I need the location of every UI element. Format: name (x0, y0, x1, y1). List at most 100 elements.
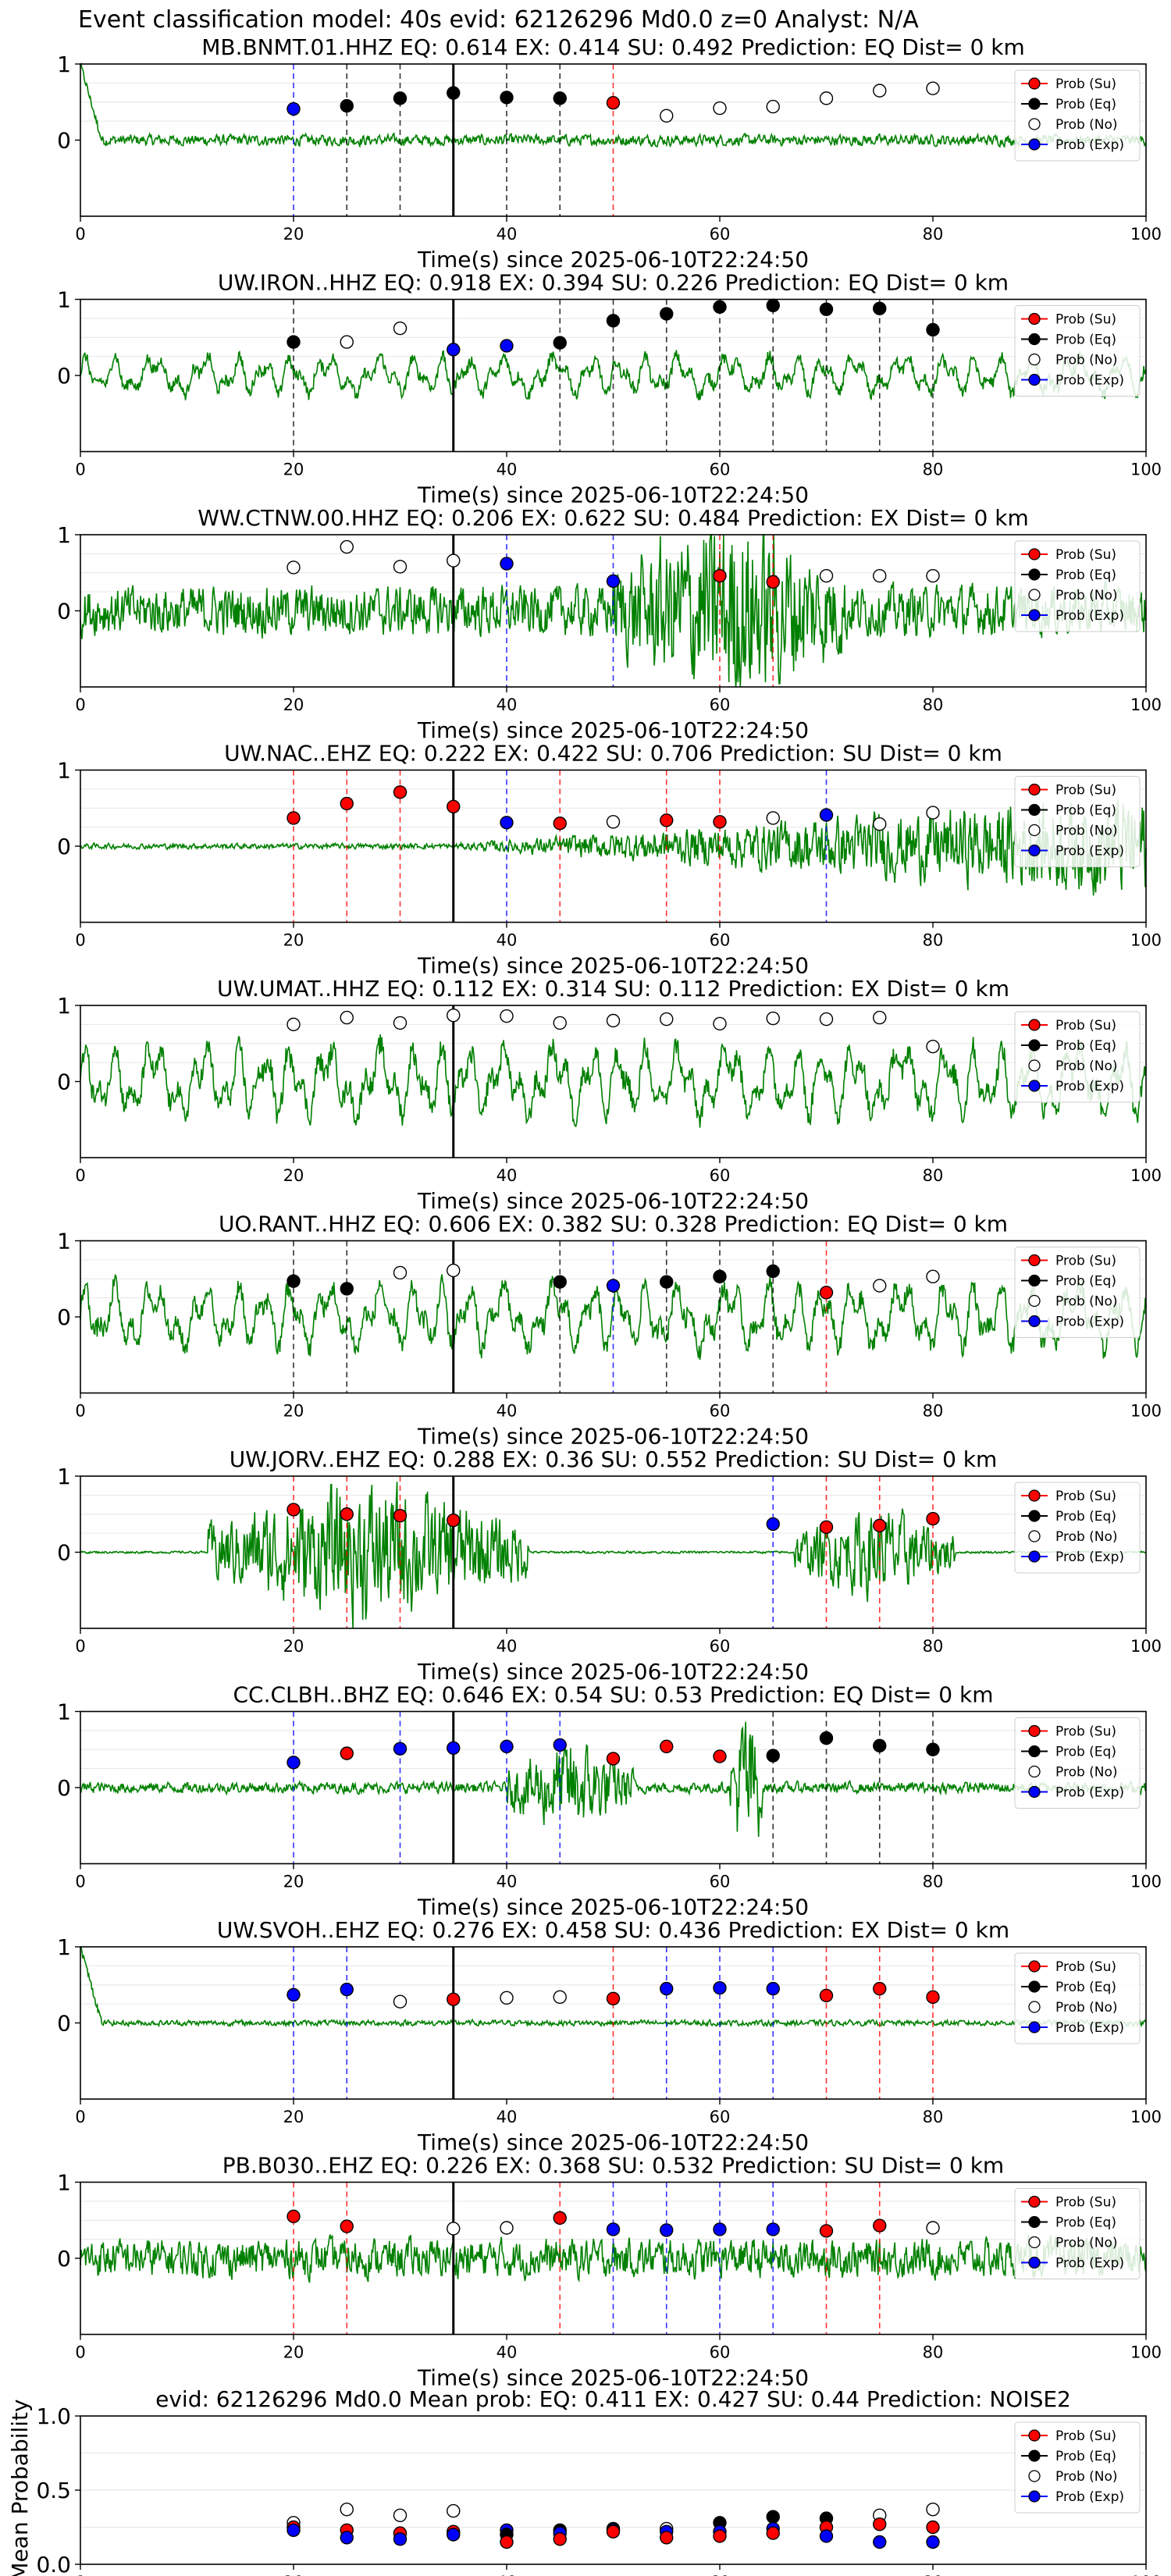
y-tick-label: 1 (57, 1699, 71, 1725)
legend-marker-su (1028, 312, 1041, 326)
x-tick-label: 40 (497, 1166, 518, 1185)
legend-marker-exp (1028, 844, 1041, 857)
x-tick-label: 0 (75, 931, 85, 950)
data-point-no (713, 101, 727, 116)
data-point-su (553, 2532, 567, 2546)
legend-label-su: Prob (Su) (1055, 1018, 1116, 1034)
legend-marker-exp (1028, 1315, 1041, 1328)
data-point-exp (926, 2535, 940, 2549)
data-point-su (606, 96, 621, 110)
legend: Prob (Su) Prob (Eq) Prob (No) Prob (Exp) (1014, 305, 1141, 397)
y-tick-label: 1 (57, 1934, 71, 1960)
legend-marker-exp (1028, 1550, 1041, 1563)
data-point-su (287, 1503, 301, 1517)
legend-marker-exp (1028, 609, 1041, 621)
legend-label-exp: Prob (Exp) (1055, 2020, 1124, 2036)
x-tick-label: 0 (75, 2343, 85, 2362)
x-tick-label: 20 (283, 2573, 304, 2576)
x-tick-label: 20 (283, 1873, 304, 1891)
legend-marker-su (1028, 783, 1041, 796)
data-point-eq (926, 322, 940, 337)
legend-marker-no (1028, 2236, 1041, 2249)
subplot-5: UW.UMAT..HHZ EQ: 0.112 EX: 0.314 SU: 0.1… (57, 976, 1162, 1214)
data-point-no (873, 817, 887, 831)
data-point-eq (766, 298, 780, 312)
y-tick-label: 0 (57, 834, 71, 859)
x-tick-label: 80 (923, 1402, 944, 1421)
x-tick-label: 40 (497, 1637, 518, 1656)
data-point-exp (660, 2223, 674, 2237)
legend-label-exp: Prob (Exp) (1055, 1079, 1124, 1094)
waveform-trace (80, 799, 1147, 896)
data-point-su (393, 785, 408, 799)
waveform-trace (80, 1274, 1147, 1361)
x-tick-label: 40 (497, 2343, 518, 2362)
data-point-su (553, 2211, 567, 2226)
plot-area (80, 1005, 1146, 1158)
x-axis-label: Time(s) since 2025-06-10T22:24:50 (417, 2365, 809, 2391)
x-tick-label: 60 (710, 461, 731, 479)
x-tick-label: 80 (923, 2573, 944, 2576)
subplot-title: UW.NAC..EHZ EQ: 0.222 EX: 0.422 SU: 0.70… (224, 741, 1002, 767)
data-point-exp (819, 2529, 834, 2543)
x-tick-label: 0 (75, 1873, 85, 1891)
subplot-8: CC.CLBH..BHZ EQ: 0.646 EX: 0.54 SU: 0.53… (57, 1682, 1162, 1920)
data-point-exp (393, 2532, 408, 2546)
x-tick-label: 60 (710, 2343, 731, 2362)
data-point-su (340, 796, 354, 811)
data-point-su (553, 817, 567, 831)
y-tick-label: 0 (57, 2011, 71, 2037)
data-point-exp (500, 557, 514, 571)
data-point-su (660, 1739, 674, 1754)
data-point-su (713, 815, 727, 829)
legend-marker-no (1028, 589, 1041, 601)
legend-label-eq: Prob (Eq) (1055, 1038, 1116, 1054)
x-tick-label: 60 (710, 2573, 731, 2576)
data-point-no (393, 2508, 408, 2523)
y-tick-label: 1 (57, 758, 71, 784)
data-point-exp (500, 816, 514, 830)
legend-label-exp: Prob (Exp) (1055, 1550, 1124, 1565)
data-point-eq (340, 1282, 354, 1296)
legend-label-eq: Prob (Eq) (1055, 2449, 1116, 2464)
legend-marker-eq (1028, 568, 1041, 581)
legend-label-no: Prob (No) (1055, 588, 1118, 603)
data-point-su (819, 1286, 834, 1300)
y-tick-label: 1 (57, 2170, 71, 2196)
data-point-exp (287, 1987, 301, 2002)
x-axis-label: Time(s) since 2025-06-10T22:24:50 (417, 717, 809, 743)
data-point-no (393, 1994, 408, 2008)
legend-marker-su (1028, 1254, 1041, 1267)
data-point-su (606, 1991, 621, 2006)
data-point-eq (553, 91, 567, 105)
legend-marker-su (1028, 77, 1041, 90)
data-point-su (340, 2219, 354, 2233)
legend-label-su: Prob (Su) (1055, 1724, 1116, 1740)
data-point-su (766, 2526, 780, 2540)
data-point-no (500, 2221, 514, 2235)
data-point-su (873, 2218, 887, 2233)
x-tick-label: 60 (710, 1166, 731, 1185)
legend-marker-exp (1028, 1785, 1041, 1799)
data-point-eq (660, 307, 674, 321)
legend-marker-eq (1028, 1980, 1041, 1993)
legend-marker-eq (1028, 1510, 1041, 1522)
y-tick-label: 1 (57, 1229, 71, 1254)
data-point-exp (766, 2222, 780, 2236)
data-point-no (926, 81, 940, 95)
legend-label-eq: Prob (Eq) (1055, 1980, 1116, 1995)
legend: Prob (Su) Prob (Eq) Prob (No) Prob (Exp) (1014, 1482, 1141, 1574)
x-tick-label: 60 (710, 2108, 731, 2126)
legend-marker-no (1028, 824, 1041, 837)
subplot-title: WW.CTNW.00.HHZ EQ: 0.206 EX: 0.622 SU: 0… (198, 505, 1028, 531)
figure-title: Event classification model: 40s evid: 62… (78, 6, 919, 34)
data-point-eq (766, 1264, 780, 1279)
subplot-title: evid: 62126296 Md0.0 Mean prob: EQ: 0.41… (155, 2386, 1071, 2412)
data-point-su (606, 2524, 621, 2539)
data-point-su (713, 1749, 727, 1763)
data-point-su (713, 568, 727, 583)
legend-marker-eq (1028, 1039, 1041, 1051)
legend-marker-su (1028, 548, 1041, 560)
legend: Prob (Su) Prob (Eq) Prob (No) Prob (Exp) (1014, 776, 1141, 867)
y-tick-label: 1 (57, 522, 71, 548)
